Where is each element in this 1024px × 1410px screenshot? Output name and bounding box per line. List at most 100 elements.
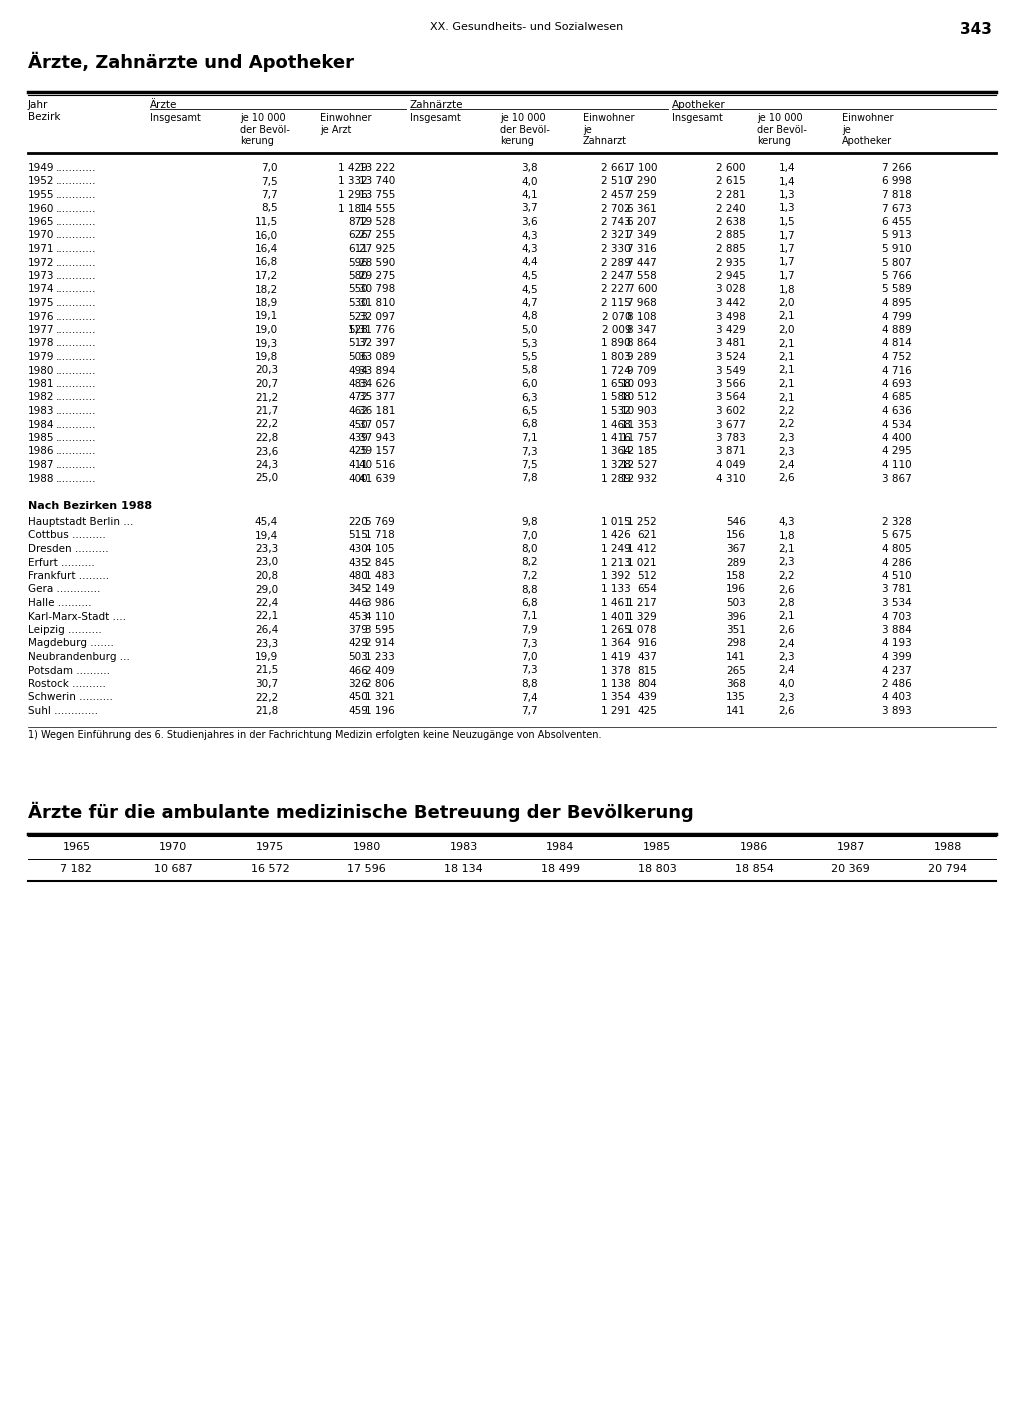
Text: 1987: 1987: [837, 842, 865, 852]
Text: 2 845: 2 845: [366, 557, 395, 567]
Text: 4 685: 4 685: [883, 392, 912, 402]
Text: 1,4: 1,4: [778, 176, 795, 186]
Text: 437: 437: [637, 651, 657, 663]
Text: 196: 196: [726, 585, 746, 595]
Text: 1 329: 1 329: [628, 612, 657, 622]
Text: ............: ............: [56, 365, 96, 375]
Text: 425: 425: [348, 447, 368, 457]
Text: 1985: 1985: [28, 433, 54, 443]
Text: 19,1: 19,1: [255, 312, 278, 321]
Text: 2 240: 2 240: [717, 203, 746, 213]
Text: Ärzte für die ambulante medizinische Betreuung der Bevölkerung: Ärzte für die ambulante medizinische Bet…: [28, 801, 693, 822]
Text: 626: 626: [348, 230, 368, 241]
Text: 4 193: 4 193: [883, 639, 912, 649]
Text: 1 217: 1 217: [628, 598, 657, 608]
Text: 4 805: 4 805: [883, 544, 912, 554]
Text: 141: 141: [726, 706, 746, 716]
Text: 18 134: 18 134: [444, 863, 483, 874]
Text: 1) Wegen Einführung des 6. Studienjahres in der Fachrichtung Medizin erfolgten k: 1) Wegen Einführung des 6. Studienjahres…: [28, 729, 601, 739]
Text: 4 237: 4 237: [883, 666, 912, 675]
Text: 7 259: 7 259: [628, 190, 657, 200]
Text: 4 399: 4 399: [883, 651, 912, 663]
Text: Erfurt ..........: Erfurt ..........: [28, 557, 95, 567]
Text: 1)31 776: 1)31 776: [348, 324, 395, 336]
Text: ............: ............: [56, 285, 96, 295]
Text: 33 894: 33 894: [358, 365, 395, 375]
Text: 345: 345: [348, 585, 368, 595]
Text: 1 181: 1 181: [338, 203, 368, 213]
Text: 7,3: 7,3: [521, 666, 538, 675]
Text: 26,4: 26,4: [255, 625, 278, 634]
Text: 4 889: 4 889: [883, 324, 912, 336]
Text: ............: ............: [56, 298, 96, 307]
Text: 20,7: 20,7: [255, 379, 278, 389]
Text: 24,3: 24,3: [255, 460, 278, 470]
Text: 7 316: 7 316: [628, 244, 657, 254]
Text: Magdeburg .......: Magdeburg .......: [28, 639, 114, 649]
Text: 1984: 1984: [28, 420, 54, 430]
Text: 289: 289: [726, 557, 746, 567]
Text: ............: ............: [56, 176, 96, 186]
Text: 2,4: 2,4: [778, 460, 795, 470]
Text: 21,7: 21,7: [255, 406, 278, 416]
Text: 916: 916: [637, 639, 657, 649]
Text: 4 049: 4 049: [717, 460, 746, 470]
Text: 2 486: 2 486: [883, 680, 912, 689]
Text: 4 310: 4 310: [717, 474, 746, 484]
Text: 1 419: 1 419: [601, 651, 631, 663]
Text: 22,2: 22,2: [255, 692, 278, 702]
Text: 4 534: 4 534: [883, 420, 912, 430]
Text: 4,0: 4,0: [521, 176, 538, 186]
Text: 2,2: 2,2: [778, 571, 795, 581]
Text: 7,2: 7,2: [521, 571, 538, 581]
Text: 7,7: 7,7: [521, 706, 538, 716]
Text: Insgesamt: Insgesamt: [672, 113, 723, 123]
Text: 1 364: 1 364: [601, 447, 631, 457]
Text: 1,8: 1,8: [778, 530, 795, 540]
Text: ............: ............: [56, 420, 96, 430]
Text: 11,5: 11,5: [255, 217, 278, 227]
Text: 18,2: 18,2: [255, 285, 278, 295]
Text: 2,6: 2,6: [778, 474, 795, 484]
Text: 1 803: 1 803: [601, 352, 631, 362]
Text: 39 157: 39 157: [358, 447, 395, 457]
Text: 4,3: 4,3: [778, 517, 795, 527]
Text: 2 281: 2 281: [716, 190, 746, 200]
Text: 10 687: 10 687: [154, 863, 193, 874]
Text: 4 636: 4 636: [883, 406, 912, 416]
Text: 16,0: 16,0: [255, 230, 278, 241]
Text: 6,8: 6,8: [521, 420, 538, 430]
Text: Insgesamt: Insgesamt: [150, 113, 201, 123]
Text: 1975: 1975: [256, 842, 284, 852]
Text: 1 328: 1 328: [601, 460, 631, 470]
Text: 3 549: 3 549: [716, 365, 746, 375]
Text: 3 595: 3 595: [366, 625, 395, 634]
Text: 4 286: 4 286: [883, 557, 912, 567]
Text: ............: ............: [56, 244, 96, 254]
Text: 550: 550: [348, 285, 368, 295]
Text: 6,8: 6,8: [521, 598, 538, 608]
Text: Neubrandenburg ...: Neubrandenburg ...: [28, 651, 130, 663]
Text: 4 110: 4 110: [883, 460, 912, 470]
Text: 1 412: 1 412: [628, 544, 657, 554]
Text: 2 330: 2 330: [601, 244, 631, 254]
Text: Gera .............: Gera .............: [28, 585, 100, 595]
Text: 379: 379: [348, 625, 368, 634]
Text: 2,1: 2,1: [778, 612, 795, 622]
Text: 156: 156: [726, 530, 746, 540]
Text: Schwerin ..........: Schwerin ..........: [28, 692, 113, 702]
Text: 1,8: 1,8: [778, 285, 795, 295]
Text: Leipzig ..........: Leipzig ..........: [28, 625, 101, 634]
Text: 1,7: 1,7: [778, 271, 795, 281]
Text: 37 943: 37 943: [358, 433, 395, 443]
Text: Ärzte, Zahnärzte und Apotheker: Ärzte, Zahnärzte und Apotheker: [28, 52, 354, 72]
Text: 1 078: 1 078: [628, 625, 657, 634]
Text: 1 392: 1 392: [601, 571, 631, 581]
Text: 2,1: 2,1: [778, 312, 795, 321]
Text: 4,1: 4,1: [521, 190, 538, 200]
Text: 4 895: 4 895: [883, 298, 912, 307]
Text: 2,0: 2,0: [778, 298, 795, 307]
Text: 4 693: 4 693: [883, 379, 912, 389]
Text: 1,3: 1,3: [778, 203, 795, 213]
Text: 2,8: 2,8: [778, 598, 795, 608]
